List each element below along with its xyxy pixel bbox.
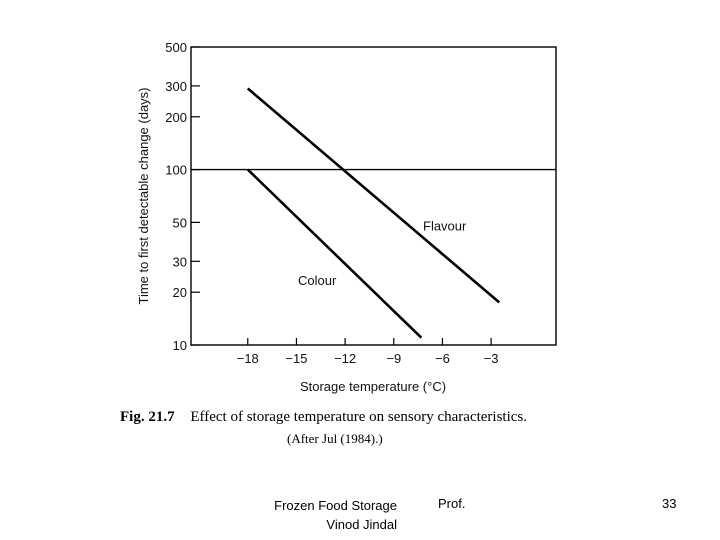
y-tick-label: 200 bbox=[165, 110, 187, 125]
series-label-flavour: Flavour bbox=[423, 218, 467, 233]
y-axis-title: Time to first detectable change (days) bbox=[136, 87, 151, 304]
plot-frame bbox=[190, 46, 557, 346]
y-tick-label: 500 bbox=[165, 40, 187, 55]
x-tick-label: −18 bbox=[237, 351, 259, 366]
footer-title-text: Frozen Food Storage bbox=[274, 498, 397, 513]
footer-author-name: Vinod Jindal bbox=[326, 517, 397, 532]
figure-caption-text: Effect of storage temperature on sensory… bbox=[190, 409, 528, 425]
y-tick-label: 20 bbox=[173, 285, 187, 300]
figure-caption: Fig. 21.7 Effect of storage temperature … bbox=[120, 409, 640, 426]
x-tick-label: −12 bbox=[334, 351, 356, 366]
x-axis-title: Storage temperature (°C) bbox=[300, 379, 446, 394]
series-label-colour: Colour bbox=[298, 273, 337, 288]
series-line-colour bbox=[246, 168, 423, 339]
y-tick-label: 30 bbox=[173, 254, 187, 269]
footer-author-prefix: Prof. bbox=[438, 496, 466, 511]
figure-source: (After Jul (1984).) bbox=[287, 431, 383, 446]
figure-number: Fig. 21.7 bbox=[120, 409, 175, 425]
footer-title: Frozen Food Storage Vinod Jindal bbox=[252, 496, 397, 534]
series-line-flavour bbox=[246, 87, 501, 304]
x-axis-ticks: −18 −15 −12 −9 −6 −3 bbox=[237, 338, 499, 366]
y-tick-label: 100 bbox=[165, 163, 187, 178]
x-tick-label: −15 bbox=[285, 351, 307, 366]
series-lines: Flavour Colour bbox=[246, 87, 501, 339]
x-tick-label: −9 bbox=[386, 351, 401, 366]
page-number: 33 bbox=[662, 496, 677, 511]
chart: −18 −15 −12 −9 −6 −3 10 20 30 50 100 200 300 500 Fla… bbox=[136, 40, 557, 394]
y-tick-label: 10 bbox=[173, 338, 187, 353]
y-axis-ticks: 10 20 30 50 100 200 300 500 bbox=[165, 40, 200, 353]
x-tick-label: −6 bbox=[435, 351, 450, 366]
x-tick-label: −3 bbox=[484, 351, 499, 366]
y-tick-label: 300 bbox=[165, 79, 187, 94]
y-tick-label: 50 bbox=[173, 215, 187, 230]
